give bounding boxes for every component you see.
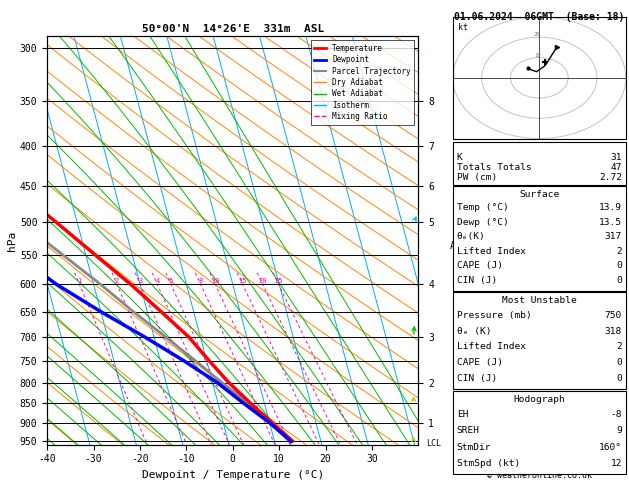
Text: CAPE (J): CAPE (J) (457, 261, 503, 270)
Text: 25: 25 (274, 278, 283, 284)
Text: 160°: 160° (599, 443, 622, 451)
Text: 750: 750 (605, 311, 622, 320)
Text: Lifted Index: Lifted Index (457, 343, 526, 351)
Text: 0: 0 (616, 276, 622, 285)
Text: 15: 15 (238, 278, 247, 284)
Text: 2: 2 (115, 278, 119, 284)
Text: 20: 20 (533, 33, 540, 37)
Text: Pressure (mb): Pressure (mb) (457, 311, 532, 320)
Text: 0: 0 (616, 261, 622, 270)
Text: © weatheronline.co.uk: © weatheronline.co.uk (487, 471, 592, 480)
Text: 2: 2 (616, 247, 622, 256)
Text: Surface: Surface (520, 190, 559, 199)
Title: 50°00'N  14°26'E  331m  ASL: 50°00'N 14°26'E 331m ASL (142, 24, 324, 35)
Text: 8: 8 (199, 278, 203, 284)
Text: θₑ(K): θₑ(K) (457, 232, 486, 242)
Text: Lifted Index: Lifted Index (457, 247, 526, 256)
Text: 13.5: 13.5 (599, 218, 622, 227)
Text: θₑ (K): θₑ (K) (457, 327, 491, 336)
Text: 10: 10 (211, 278, 220, 284)
Text: SREH: SREH (457, 426, 480, 435)
Text: 0: 0 (616, 374, 622, 383)
Text: 31: 31 (611, 153, 622, 162)
Text: kt: kt (458, 23, 468, 32)
Y-axis label: hPa: hPa (7, 230, 17, 251)
Text: 20: 20 (259, 278, 267, 284)
Text: CIN (J): CIN (J) (457, 374, 497, 383)
Text: 317: 317 (605, 232, 622, 242)
Text: Most Unstable: Most Unstable (502, 296, 577, 305)
Text: CIN (J): CIN (J) (457, 276, 497, 285)
Text: EH: EH (457, 410, 468, 419)
Text: 0: 0 (616, 358, 622, 367)
Text: -8: -8 (611, 410, 622, 419)
Text: Totals Totals: Totals Totals (457, 163, 532, 172)
Y-axis label: km
ASL: km ASL (450, 230, 468, 251)
Text: 10: 10 (535, 53, 541, 58)
Text: 3: 3 (138, 278, 142, 284)
Text: LCL: LCL (426, 439, 441, 448)
Legend: Temperature, Dewpoint, Parcel Trajectory, Dry Adiabat, Wet Adiabat, Isotherm, Mi: Temperature, Dewpoint, Parcel Trajectory… (311, 40, 415, 124)
Text: 13.9: 13.9 (599, 204, 622, 212)
Text: 318: 318 (605, 327, 622, 336)
Text: 12: 12 (611, 459, 622, 468)
Text: K: K (457, 153, 462, 162)
Text: 2: 2 (616, 343, 622, 351)
Text: 2.72: 2.72 (599, 173, 622, 182)
Text: 9: 9 (616, 426, 622, 435)
Text: StmSpd (kt): StmSpd (kt) (457, 459, 520, 468)
Text: 01.06.2024  06GMT  (Base: 18): 01.06.2024 06GMT (Base: 18) (454, 12, 625, 22)
Text: 47: 47 (611, 163, 622, 172)
Text: 4: 4 (155, 278, 160, 284)
Text: 1: 1 (77, 278, 82, 284)
Text: PW (cm): PW (cm) (457, 173, 497, 182)
Text: Dewp (°C): Dewp (°C) (457, 218, 508, 227)
Text: Mixing Ratio (g/kg): Mixing Ratio (g/kg) (462, 193, 471, 288)
Text: StmDir: StmDir (457, 443, 491, 451)
Text: Hodograph: Hodograph (513, 395, 565, 404)
Text: Temp (°C): Temp (°C) (457, 204, 508, 212)
X-axis label: Dewpoint / Temperature (°C): Dewpoint / Temperature (°C) (142, 470, 324, 480)
Text: CAPE (J): CAPE (J) (457, 358, 503, 367)
Text: 5: 5 (169, 278, 173, 284)
